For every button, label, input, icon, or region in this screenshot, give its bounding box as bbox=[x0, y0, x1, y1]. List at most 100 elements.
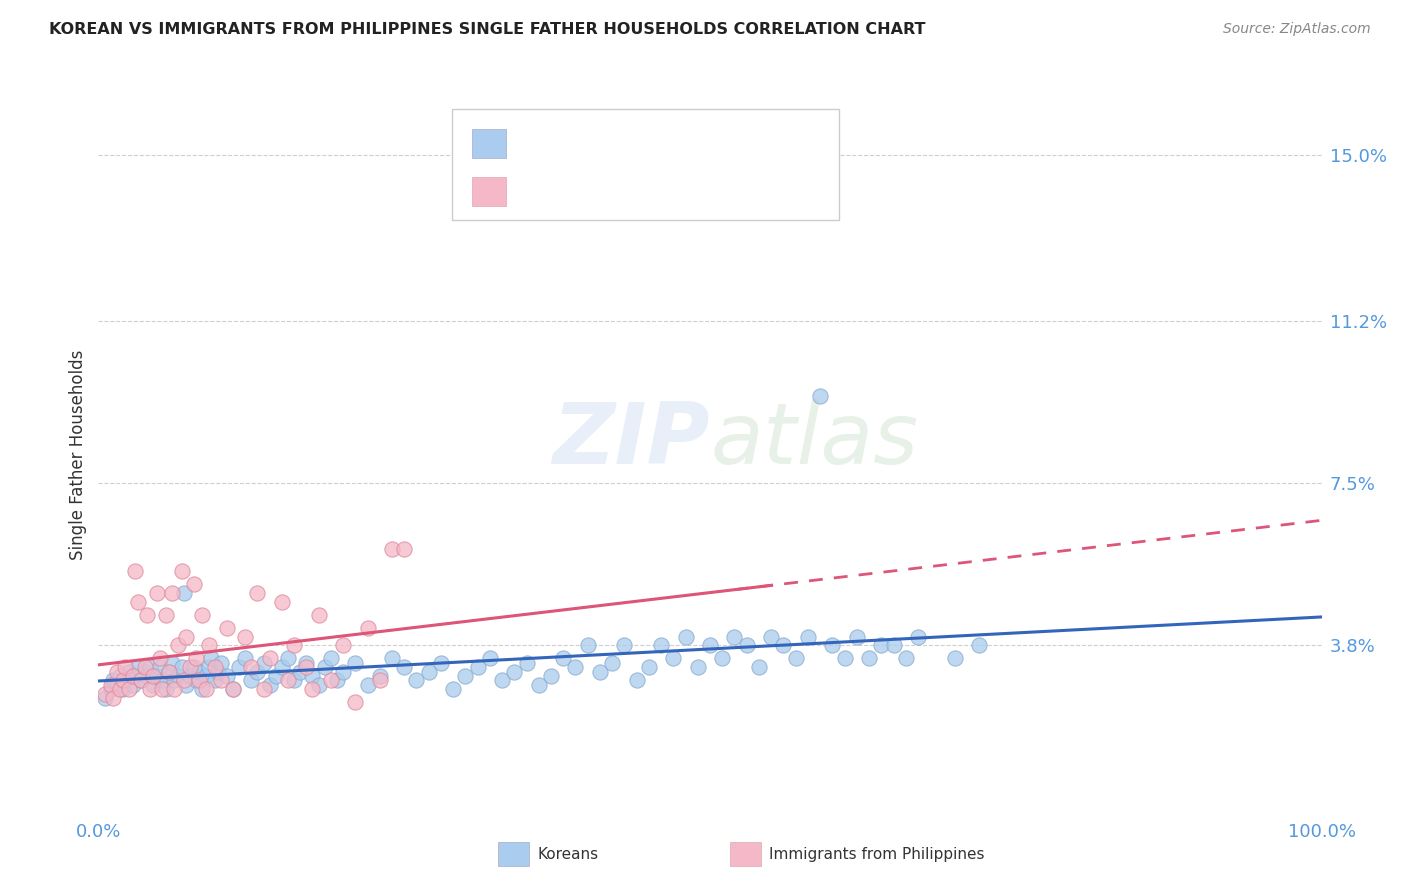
Point bbox=[136, 607, 159, 622]
Point bbox=[118, 665, 141, 679]
Point bbox=[662, 651, 685, 665]
Point bbox=[845, 630, 868, 644]
Point bbox=[100, 678, 122, 692]
Point bbox=[155, 607, 177, 622]
Point bbox=[785, 651, 807, 665]
Point bbox=[110, 682, 132, 697]
Point bbox=[179, 660, 201, 674]
Point bbox=[197, 638, 219, 652]
Point bbox=[163, 673, 186, 688]
Point bbox=[392, 660, 416, 674]
Point bbox=[160, 656, 183, 670]
Point bbox=[270, 660, 294, 674]
Point bbox=[381, 651, 404, 665]
Point bbox=[344, 656, 367, 670]
Point bbox=[834, 651, 856, 665]
Point bbox=[308, 607, 330, 622]
Point bbox=[200, 651, 222, 665]
Point bbox=[418, 665, 440, 679]
Point bbox=[134, 665, 156, 679]
Point bbox=[240, 673, 263, 688]
Point bbox=[93, 686, 115, 700]
Point bbox=[626, 673, 648, 688]
Point bbox=[204, 673, 226, 688]
Point bbox=[356, 621, 378, 635]
Point bbox=[638, 660, 661, 674]
Point bbox=[127, 594, 149, 608]
Point bbox=[146, 669, 169, 683]
Point bbox=[170, 660, 193, 674]
Point bbox=[252, 656, 274, 670]
Point bbox=[176, 678, 198, 692]
Point bbox=[907, 630, 929, 644]
Point bbox=[308, 678, 330, 692]
Point bbox=[491, 673, 513, 688]
Text: R =: R = bbox=[516, 184, 548, 199]
Text: 56: 56 bbox=[675, 184, 702, 199]
Text: N =: N = bbox=[631, 136, 665, 151]
Text: Immigrants from Philippines: Immigrants from Philippines bbox=[769, 847, 984, 862]
Point bbox=[134, 660, 156, 674]
Point bbox=[675, 630, 697, 644]
Point bbox=[111, 673, 134, 688]
Point bbox=[326, 673, 349, 688]
Point bbox=[808, 389, 831, 403]
Point bbox=[170, 564, 193, 578]
Point bbox=[136, 669, 159, 683]
Point bbox=[368, 673, 391, 688]
Point bbox=[101, 673, 124, 688]
Point bbox=[129, 673, 152, 688]
Point bbox=[259, 651, 281, 665]
Point bbox=[155, 682, 177, 697]
Point bbox=[478, 651, 501, 665]
Point bbox=[93, 690, 115, 705]
Point bbox=[332, 665, 354, 679]
Point bbox=[858, 651, 880, 665]
Point bbox=[295, 656, 318, 670]
Point bbox=[195, 682, 218, 697]
Point bbox=[301, 682, 323, 697]
Point bbox=[183, 577, 205, 591]
Point bbox=[186, 673, 208, 688]
Point bbox=[101, 690, 124, 705]
Point bbox=[503, 665, 526, 679]
Point bbox=[167, 669, 190, 683]
Point bbox=[173, 673, 195, 688]
Point bbox=[118, 682, 141, 697]
Point bbox=[142, 669, 165, 683]
Point bbox=[600, 656, 623, 670]
Point bbox=[139, 682, 162, 697]
Point bbox=[111, 682, 134, 697]
Point bbox=[344, 695, 367, 709]
Text: Source: ZipAtlas.com: Source: ZipAtlas.com bbox=[1223, 22, 1371, 37]
Point bbox=[290, 665, 312, 679]
Text: R =: R = bbox=[516, 136, 548, 151]
Point bbox=[368, 669, 391, 683]
Point bbox=[467, 660, 489, 674]
Point bbox=[222, 682, 245, 697]
Point bbox=[187, 673, 209, 688]
Point bbox=[124, 669, 146, 683]
Point bbox=[215, 669, 238, 683]
Point bbox=[191, 607, 214, 622]
Point bbox=[356, 678, 378, 692]
Point bbox=[124, 564, 146, 578]
Y-axis label: Single Father Households: Single Father Households bbox=[69, 350, 87, 560]
Point bbox=[246, 665, 269, 679]
Point bbox=[277, 673, 299, 688]
Point bbox=[105, 678, 128, 692]
Point bbox=[943, 651, 966, 665]
Point bbox=[283, 673, 305, 688]
Text: N =: N = bbox=[631, 184, 665, 199]
Point bbox=[314, 660, 336, 674]
Point bbox=[207, 665, 229, 679]
Point bbox=[197, 660, 219, 674]
Point bbox=[167, 638, 190, 652]
Point bbox=[430, 656, 453, 670]
Point bbox=[114, 660, 136, 674]
Point bbox=[454, 669, 477, 683]
Point bbox=[564, 660, 586, 674]
Point bbox=[129, 673, 152, 688]
Point bbox=[195, 669, 218, 683]
Point bbox=[215, 621, 238, 635]
